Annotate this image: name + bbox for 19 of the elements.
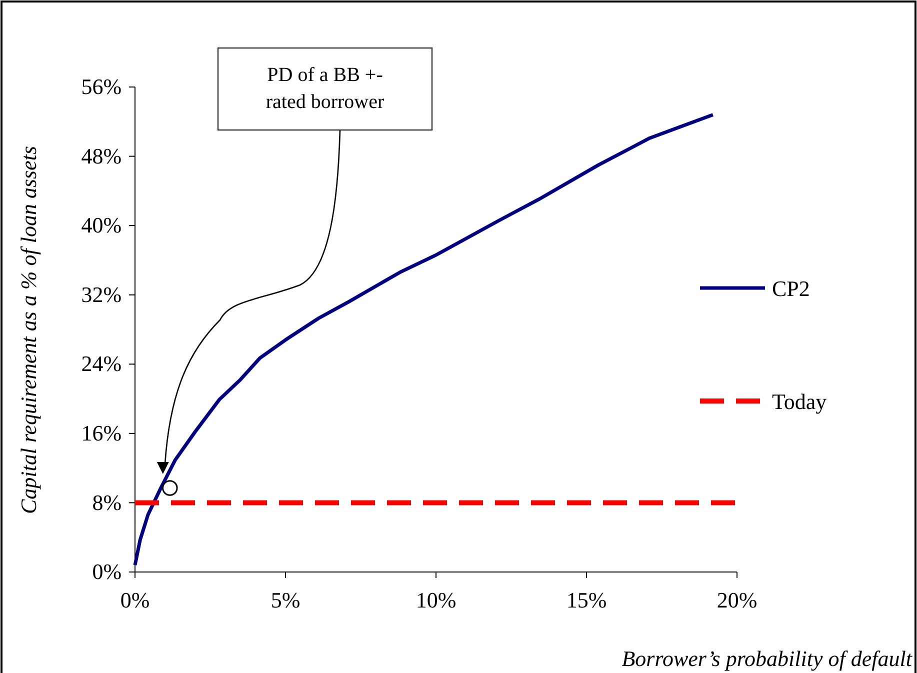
y-tick-label: 32% bbox=[81, 282, 122, 307]
x-tick-label: 5% bbox=[270, 587, 300, 612]
y-tick-label: 56% bbox=[81, 74, 122, 100]
x-tick-label: 20% bbox=[716, 587, 758, 612]
y-tick-label: 0% bbox=[92, 559, 122, 584]
y-tick-label: 40% bbox=[81, 212, 122, 238]
x-tick-label: 0% bbox=[120, 587, 150, 612]
y-tick-label: 24% bbox=[81, 351, 122, 376]
legend-label: Today bbox=[772, 389, 827, 414]
y-tick-label: 48% bbox=[81, 143, 122, 168]
annotation: PD of a BB +- rated borrower bbox=[266, 64, 384, 113]
line-series bbox=[133, 112, 715, 567]
legend-label: CP2 bbox=[772, 276, 810, 301]
x-tick-label: 15% bbox=[566, 587, 607, 612]
x-tick-label: 10% bbox=[416, 587, 456, 612]
y-tick-label: 8% bbox=[92, 490, 122, 515]
y-axis-title: Capital requirement as a % of loan assets bbox=[16, 146, 41, 514]
y-tick-label: 16% bbox=[81, 420, 122, 446]
x-axis-title: Borrower’s probability of default bbox=[622, 646, 913, 671]
